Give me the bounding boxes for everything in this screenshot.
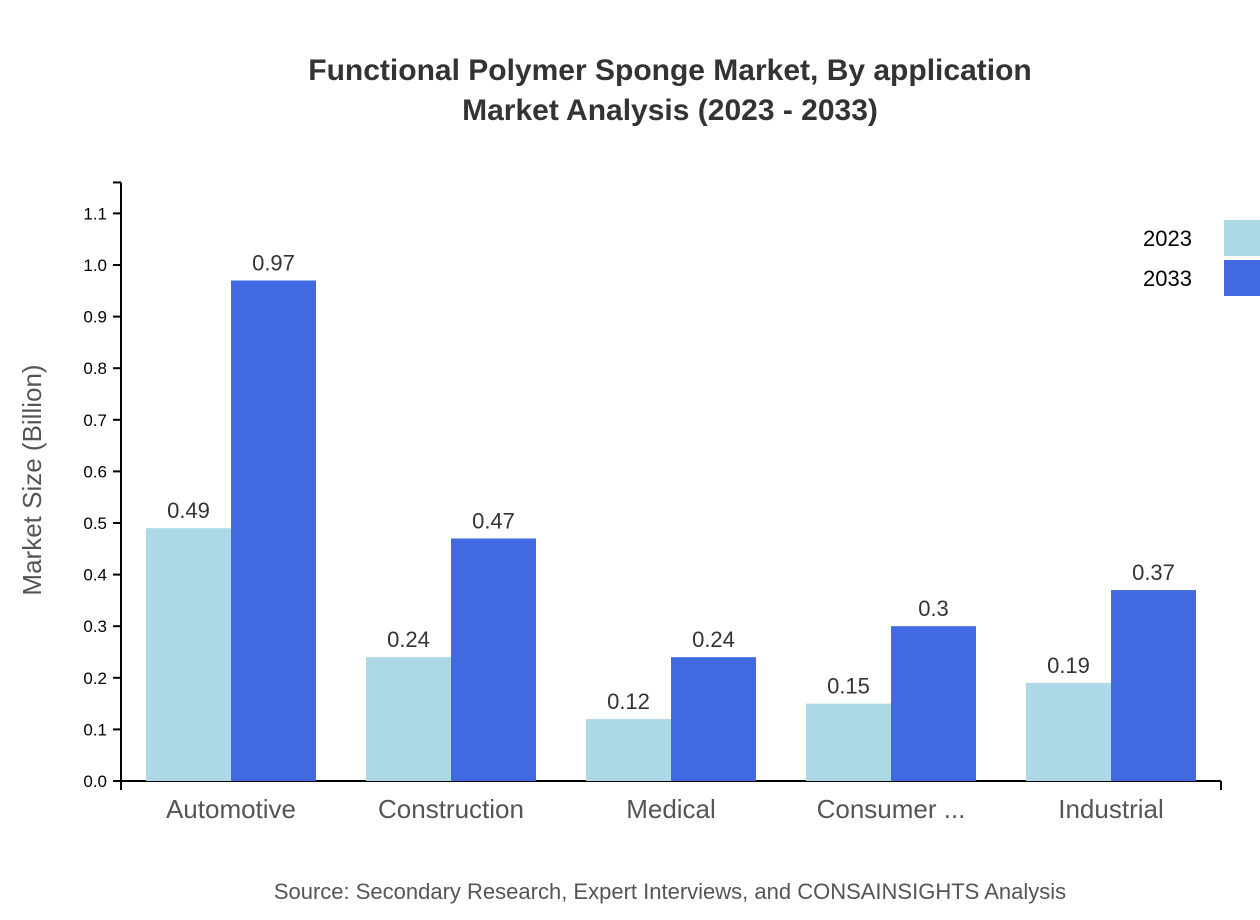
y-tick-label: 0.1	[83, 720, 107, 739]
source-note: Source: Secondary Research, Expert Inter…	[274, 879, 1066, 904]
bar-2023-construction	[366, 657, 451, 781]
data-label: 0.49	[167, 498, 210, 523]
y-tick-label: 0.3	[83, 617, 107, 636]
legend-label-2023: 2023	[1143, 226, 1192, 251]
data-label: 0.97	[252, 250, 295, 275]
bar-2033-consumer	[891, 626, 976, 781]
y-tick-label: 1.1	[83, 204, 107, 223]
y-tick-label: 0.9	[83, 308, 107, 327]
bar-2023-automotive	[146, 528, 231, 781]
y-tick-label: 0.0	[83, 772, 107, 791]
bar-2033-industrial	[1111, 590, 1196, 781]
data-label: 0.24	[692, 627, 735, 652]
x-tick-label: Consumer ...	[817, 794, 966, 824]
legend-swatch-2033	[1224, 260, 1260, 296]
bar-2023-medical	[586, 719, 671, 781]
chart-subtitle: Market Analysis (2023 - 2033)	[462, 94, 878, 127]
bar-2023-industrial	[1026, 682, 1111, 781]
bar-2033-construction	[451, 538, 536, 781]
data-label: 0.47	[472, 508, 515, 533]
x-tick-label: Automotive	[166, 794, 296, 824]
y-tick-label: 0.8	[83, 359, 107, 378]
data-label: 0.24	[387, 627, 430, 652]
x-tick-label: Industrial	[1058, 794, 1164, 824]
y-tick-label: 0.7	[83, 411, 107, 430]
data-label: 0.19	[1047, 653, 1090, 678]
bar-2033-automotive	[231, 280, 316, 781]
y-axis-label: Market Size (Billion)	[17, 364, 47, 595]
y-tick-label: 0.4	[83, 566, 107, 585]
bar-2033-medical	[671, 657, 756, 781]
y-tick-label: 0.2	[83, 669, 107, 688]
legend-swatch-2023	[1224, 220, 1260, 256]
y-tick-label: 0.6	[83, 462, 107, 481]
y-tick-label: 0.5	[83, 514, 107, 533]
chart-title: Functional Polymer Sponge Market, By app…	[308, 54, 1031, 87]
data-label: 0.37	[1132, 560, 1175, 585]
legend-label-2033: 2033	[1143, 266, 1192, 291]
data-label: 0.3	[918, 596, 949, 621]
y-tick-label: 1.0	[83, 256, 107, 275]
data-label: 0.12	[607, 689, 650, 714]
x-tick-label: Medical	[626, 794, 716, 824]
x-tick-label: Construction	[378, 794, 524, 824]
bar-2023-consumer	[806, 703, 891, 781]
data-label: 0.15	[827, 674, 870, 699]
